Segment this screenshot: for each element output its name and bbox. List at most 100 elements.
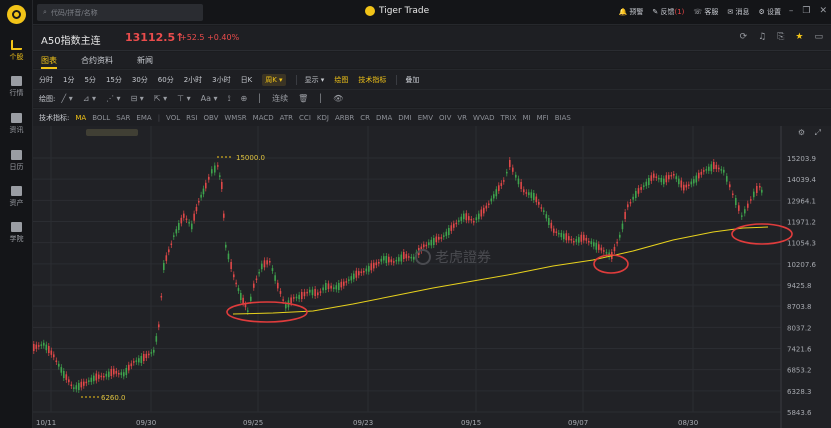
minimize-icon[interactable]: –: [788, 6, 794, 16]
indicator-wmsr[interactable]: WMSR: [224, 113, 247, 122]
indicator-atr[interactable]: ATR: [279, 113, 294, 122]
sidebar-item-label: 资产: [9, 199, 24, 207]
indicator-vol[interactable]: VOL: [166, 113, 181, 122]
candle-body: [200, 194, 202, 198]
period-2h[interactable]: 2小时: [183, 75, 203, 84]
channel-tool-icon[interactable]: ⊿ ▾: [82, 94, 96, 103]
candle-body: [211, 169, 213, 174]
period-5m[interactable]: 5分: [84, 75, 96, 84]
indicator-mi[interactable]: MI: [522, 113, 531, 122]
layout-icon[interactable]: ▭: [814, 32, 823, 42]
candle-body: [573, 241, 575, 243]
x-tick-label: 08/30: [678, 419, 698, 427]
candle-body: [322, 287, 324, 291]
messages-button[interactable]: ✉ 消息: [727, 8, 750, 16]
candle-body: [735, 198, 737, 205]
line-tool-icon[interactable]: ╱ ▾: [61, 94, 73, 103]
settings-button[interactable]: ⚙ 设置: [758, 8, 781, 16]
eye-icon[interactable]: 👁: [333, 94, 344, 103]
feedback-button[interactable]: ✎ 反馈(1): [652, 8, 685, 16]
service-label: 客服: [704, 8, 719, 16]
tab-contract-info[interactable]: 合约资料: [81, 56, 113, 65]
candle-body: [219, 175, 221, 177]
period-timeshare[interactable]: 分时: [39, 75, 53, 84]
search-box[interactable]: ⌕: [37, 4, 203, 21]
period-60m[interactable]: 60分: [157, 75, 174, 84]
drawing-toggle[interactable]: 绘图: [334, 75, 349, 84]
indicator-rsi[interactable]: RSI: [186, 113, 198, 122]
indicators-toggle[interactable]: 技术指标: [358, 75, 387, 84]
candle-body: [673, 174, 675, 176]
magnet-icon[interactable]: ⟟: [227, 93, 231, 103]
period-30m[interactable]: 30分: [131, 75, 148, 84]
candle-body: [110, 369, 113, 376]
indicator-cci[interactable]: CCI: [299, 113, 311, 122]
continuous-toggle[interactable]: 连续: [272, 94, 289, 103]
indicator-vr[interactable]: VR: [457, 113, 468, 122]
alerts-button[interactable]: 🔔 预警: [618, 8, 644, 16]
arrow-tool-icon[interactable]: ⇱ ▾: [153, 94, 168, 103]
candle-body: [485, 205, 488, 209]
candle-body: [720, 169, 723, 171]
text-tool-icon[interactable]: Aa ▾: [200, 94, 218, 103]
candle-body: [750, 199, 752, 201]
service-button[interactable]: ☏ 客服: [693, 8, 719, 16]
indicator-oiv[interactable]: OIV: [439, 113, 452, 122]
measure-tool-icon[interactable]: ⊤ ▾: [177, 94, 191, 103]
indicator-arbr[interactable]: ARBR: [334, 113, 355, 122]
sidebar-item-market[interactable]: 行情: [0, 76, 33, 98]
market-icon: [11, 76, 22, 86]
indicator-kdj[interactable]: KDJ: [316, 113, 329, 122]
alert-bell-icon[interactable]: ♫: [758, 32, 767, 42]
indicator-dmi[interactable]: DMI: [398, 113, 412, 122]
indicator-cr[interactable]: CR: [360, 113, 371, 122]
sidebar-item-label: 个股: [9, 53, 24, 61]
indicator-ma[interactable]: MA: [75, 113, 87, 122]
candle-body: [223, 213, 225, 218]
candle-body: [710, 164, 713, 172]
chart-settings-icon[interactable]: ⚙: [797, 128, 805, 137]
trend-tool-icon[interactable]: ⋰ ▾: [106, 94, 121, 103]
period-15m[interactable]: 15分: [105, 75, 122, 84]
candle-body: [301, 292, 303, 299]
candle-body: [425, 244, 428, 247]
indicator-ema[interactable]: EMA: [136, 113, 152, 122]
indicator-wvad[interactable]: WVAD: [473, 113, 495, 122]
indicator-bias[interactable]: BIAS: [554, 113, 571, 122]
indicator-sar[interactable]: SAR: [116, 113, 131, 122]
indicator-mfi[interactable]: MFI: [536, 113, 549, 122]
period-3h[interactable]: 3小时: [212, 75, 231, 84]
period-daily[interactable]: 日K: [240, 75, 253, 84]
share-icon[interactable]: ⎘: [777, 32, 785, 42]
tab-news[interactable]: 新闻: [137, 56, 153, 65]
restore-icon[interactable]: ❐: [802, 6, 811, 16]
sidebar-item-assets[interactable]: 资产: [0, 186, 33, 208]
period-weekly[interactable]: 周K ▾: [262, 73, 286, 86]
content-tabs: 图表 合约资料 新闻: [33, 52, 831, 69]
indicator-obv[interactable]: OBV: [203, 113, 219, 122]
indicator-dma[interactable]: DMA: [376, 113, 393, 122]
price-chart[interactable]: ⚙ ⤢ 15203.9 14039.4 12964.1 11971.2 11054.3 1…: [33, 126, 831, 428]
indicator-boll[interactable]: BOLL: [92, 113, 111, 122]
search-input[interactable]: [50, 8, 181, 17]
sidebar-item-news[interactable]: 资讯: [0, 113, 33, 135]
sidebar-item-academy[interactable]: 学院: [0, 222, 33, 244]
y-tick-label: 6853.2: [787, 367, 812, 375]
rect-tool-icon[interactable]: ⊟ ▾: [130, 94, 144, 103]
zoom-icon[interactable]: ⊕: [240, 94, 248, 103]
period-1m[interactable]: 1分: [63, 75, 75, 84]
search-icon: ⌕: [43, 8, 47, 16]
sidebar-item-calendar[interactable]: 日历: [0, 150, 33, 172]
tab-chart[interactable]: 图表: [41, 56, 57, 69]
trash-icon[interactable]: 🗑: [298, 94, 309, 103]
chart-expand-icon[interactable]: ⤢: [814, 128, 821, 137]
indicator-trix[interactable]: TRIX: [500, 113, 517, 122]
indicator-macd[interactable]: MACD: [252, 113, 274, 122]
close-icon[interactable]: ✕: [819, 6, 827, 16]
favorite-star-icon[interactable]: ★: [795, 32, 804, 42]
refresh-icon[interactable]: ⟳: [739, 32, 748, 42]
overlay-button[interactable]: 叠加: [405, 75, 420, 84]
display-dropdown[interactable]: 显示 ▾: [304, 75, 325, 84]
sidebar-item-stock[interactable]: 个股: [0, 40, 33, 62]
indicator-emv[interactable]: EMV: [417, 113, 434, 122]
